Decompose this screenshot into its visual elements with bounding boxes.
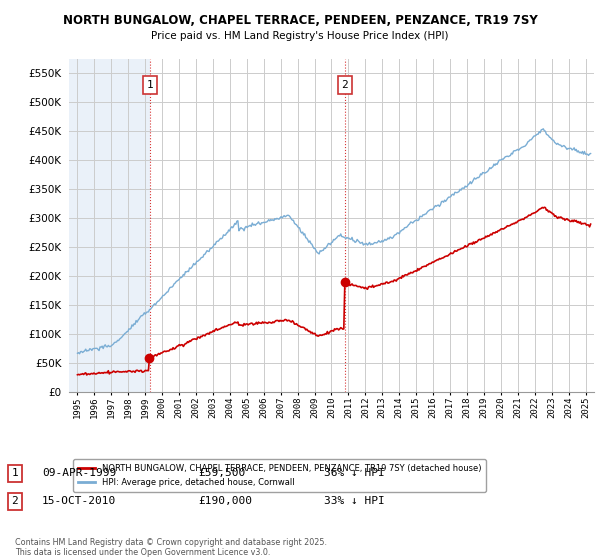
Text: 2: 2 [11,496,19,506]
Text: 33% ↓ HPI: 33% ↓ HPI [324,496,385,506]
Bar [69,59,150,392]
Text: 1: 1 [11,468,19,478]
Text: NORTH BUNGALOW, CHAPEL TERRACE, PENDEEN, PENZANCE, TR19 7SY: NORTH BUNGALOW, CHAPEL TERRACE, PENDEEN,… [62,14,538,27]
Text: 1: 1 [146,80,153,90]
Text: Price paid vs. HM Land Registry's House Price Index (HPI): Price paid vs. HM Land Registry's House … [151,31,449,41]
Text: 15-OCT-2010: 15-OCT-2010 [42,496,116,506]
Text: 36% ↓ HPI: 36% ↓ HPI [324,468,385,478]
Legend: NORTH BUNGALOW, CHAPEL TERRACE, PENDEEN, PENZANCE, TR19 7SY (detached house), HP: NORTH BUNGALOW, CHAPEL TERRACE, PENDEEN,… [73,459,486,492]
Text: Contains HM Land Registry data © Crown copyright and database right 2025.
This d: Contains HM Land Registry data © Crown c… [15,538,327,557]
Text: £59,500: £59,500 [198,468,245,478]
Text: £190,000: £190,000 [198,496,252,506]
Text: 2: 2 [341,80,348,90]
Text: 09-APR-1999: 09-APR-1999 [42,468,116,478]
